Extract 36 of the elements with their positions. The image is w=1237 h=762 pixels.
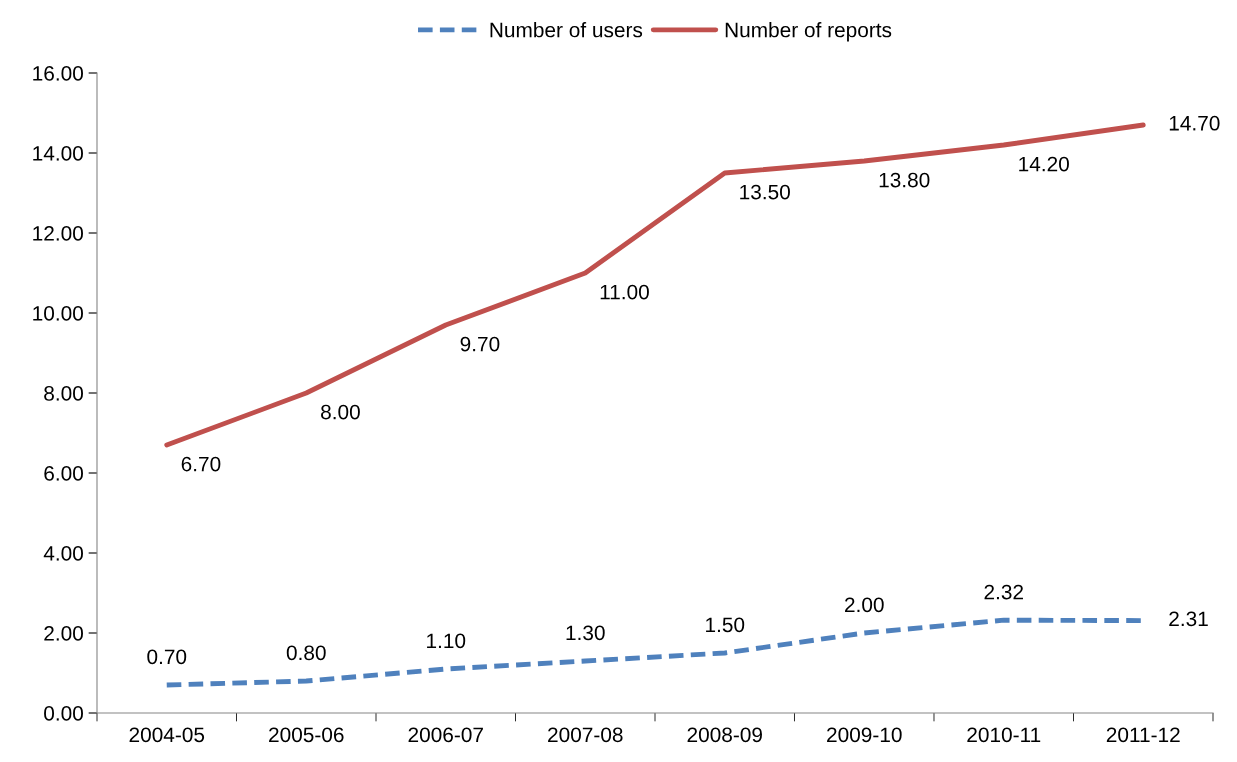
data-label: 2.32 xyxy=(984,584,1023,600)
y-tick-label: 0.00 xyxy=(44,706,83,721)
x-tick-label: 2010-11 xyxy=(967,727,1041,743)
x-tick-label: 2008-09 xyxy=(687,727,762,743)
data-label: 14.20 xyxy=(1019,156,1069,172)
y-tick-label: 16.00 xyxy=(33,66,83,81)
data-label: 0.70 xyxy=(147,649,187,665)
y-tick-label: 12.00 xyxy=(33,226,83,241)
y-tick-label: 2.00 xyxy=(44,626,83,641)
line-series xyxy=(164,122,1146,448)
data-label: 1.50 xyxy=(706,617,745,633)
data-label: 14.70 xyxy=(1169,115,1220,131)
data-label: 2.31 xyxy=(1169,611,1208,627)
x-tick-label: 2004-05 xyxy=(129,727,205,743)
data-label: 13.50 xyxy=(740,184,790,200)
x-tick-label: 2011-12 xyxy=(1106,727,1180,743)
x-tick-label: 2009-10 xyxy=(827,727,902,743)
y-tick-label: 4.00 xyxy=(43,546,83,561)
legend-label: Number of reports xyxy=(725,22,892,42)
x-tick-label: 2005-06 xyxy=(269,727,344,743)
data-label: 1.30 xyxy=(566,625,605,641)
data-label: 11.00 xyxy=(600,284,649,300)
data-label: 0.80 xyxy=(286,645,326,661)
data-label: 6.70 xyxy=(181,456,221,472)
data-label: 9.70 xyxy=(460,336,500,352)
data-label: 8.00 xyxy=(321,404,360,420)
data-label: 13.80 xyxy=(879,172,930,188)
x-tick-label: 2006-07 xyxy=(408,727,483,743)
data-label: 1.10 xyxy=(427,633,466,649)
y-tick-label: 6.00 xyxy=(44,466,83,481)
x-tick-label: 2007-08 xyxy=(548,727,623,743)
y-tick-label: 8.00 xyxy=(44,386,83,401)
y-tick-label: 10.00 xyxy=(33,306,83,321)
legend-label: Number of users xyxy=(490,22,643,38)
data-label: 2.00 xyxy=(845,597,884,613)
y-tick-label: 14.00 xyxy=(33,146,83,161)
